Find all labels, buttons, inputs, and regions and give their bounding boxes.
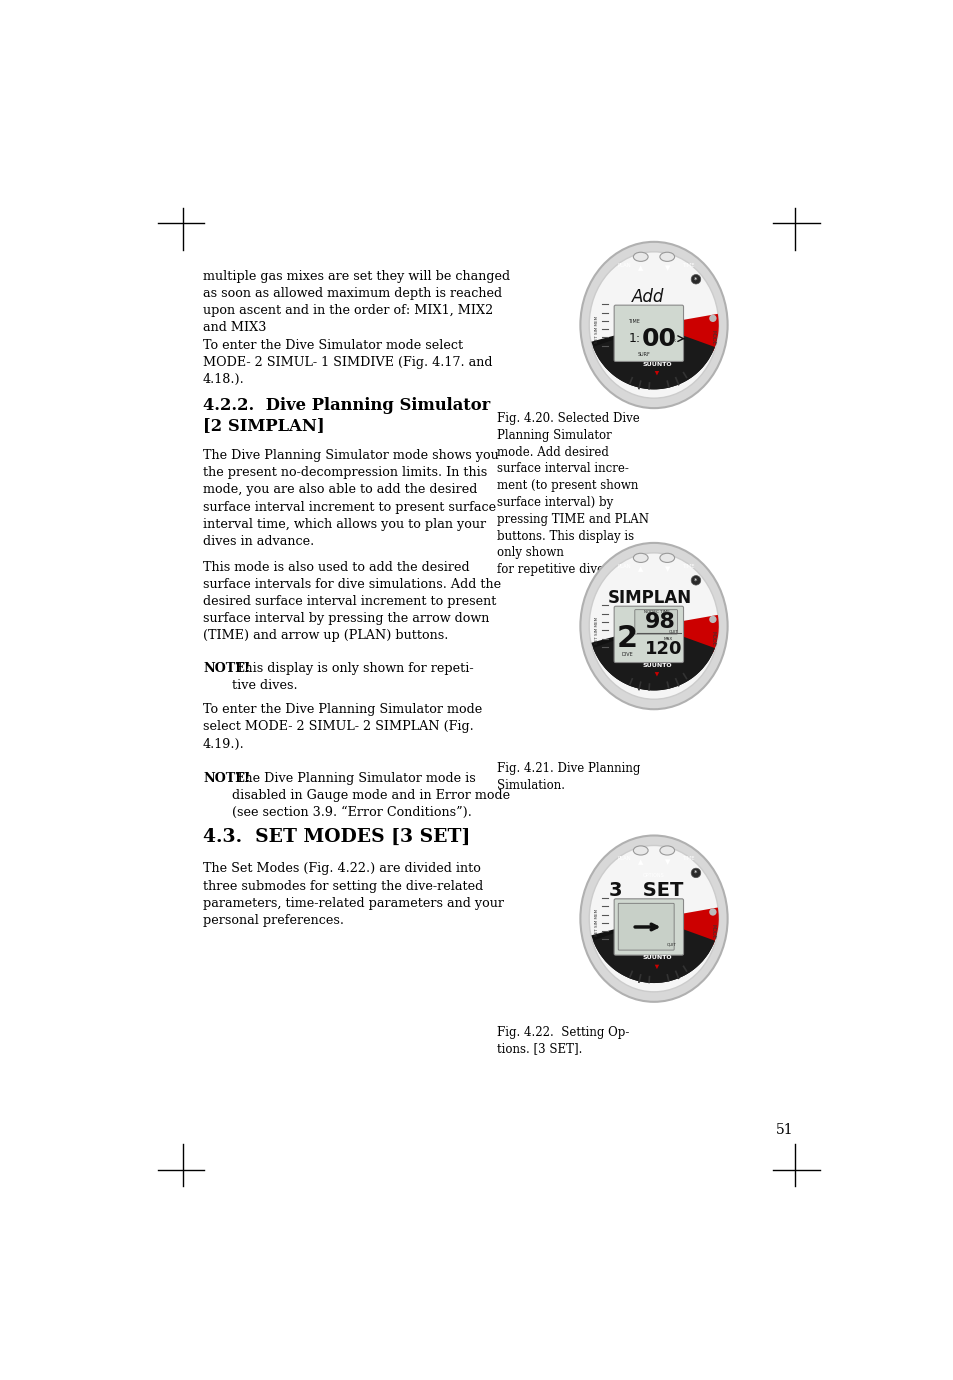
- Ellipse shape: [579, 542, 727, 709]
- Text: *: *: [694, 577, 697, 584]
- Wedge shape: [654, 908, 718, 945]
- Text: 98: 98: [644, 613, 676, 632]
- Ellipse shape: [589, 553, 718, 700]
- FancyBboxPatch shape: [618, 904, 674, 949]
- Text: *: *: [694, 869, 697, 876]
- Text: The Set Modes (Fig. 4.22.) are divided into
three submodes for setting the dive-: The Set Modes (Fig. 4.22.) are divided i…: [203, 862, 503, 927]
- Text: 1:: 1:: [627, 333, 639, 345]
- Text: MODE: MODE: [710, 923, 715, 938]
- Text: TIME: TIME: [628, 319, 639, 324]
- Wedge shape: [593, 324, 714, 389]
- Ellipse shape: [633, 253, 647, 261]
- Ellipse shape: [589, 846, 718, 992]
- Text: ▲: ▲: [638, 567, 642, 573]
- Circle shape: [691, 575, 700, 585]
- Text: *: *: [694, 276, 697, 283]
- Text: ▲: ▲: [638, 265, 642, 272]
- Text: SUUNTO: SUUNTO: [641, 662, 671, 668]
- Text: 2: 2: [617, 624, 638, 653]
- Text: 3   SET: 3 SET: [609, 880, 683, 900]
- Text: QUIT: QUIT: [666, 943, 677, 947]
- Text: This mode is also used to add the desired
surface intervals for dive simulations: This mode is also used to add the desire…: [203, 560, 500, 643]
- Text: The Dive Planning Simulator mode is
disabled in Gauge mode and in Error mode
(se: The Dive Planning Simulator mode is disa…: [232, 771, 509, 818]
- Ellipse shape: [633, 846, 647, 856]
- Ellipse shape: [579, 241, 727, 408]
- Text: 00: 00: [640, 327, 676, 351]
- Text: SET SIM MEM: SET SIM MEM: [594, 617, 598, 644]
- Text: Add: Add: [631, 287, 663, 306]
- Text: OK: OK: [670, 339, 677, 344]
- Polygon shape: [654, 371, 659, 375]
- Text: Fig. 4.20. Selected Dive
Planning Simulator
mode. Add desired
surface interval i: Fig. 4.20. Selected Dive Planning Simula…: [497, 413, 648, 577]
- Circle shape: [708, 908, 716, 916]
- Text: SET SIM MEM: SET SIM MEM: [594, 909, 598, 937]
- Text: SUUNTO: SUUNTO: [641, 955, 671, 960]
- Ellipse shape: [589, 251, 718, 399]
- Text: 51: 51: [775, 1123, 793, 1137]
- Text: OPTIONS: OPTIONS: [642, 874, 664, 878]
- Text: MAX: MAX: [663, 636, 673, 640]
- FancyBboxPatch shape: [614, 305, 682, 362]
- Ellipse shape: [633, 553, 647, 563]
- Text: Fig. 4.22.  Setting Op-
tions. [3 SET].: Fig. 4.22. Setting Op- tions. [3 SET].: [497, 1025, 628, 1056]
- Text: SUUNTO: SUUNTO: [641, 362, 671, 367]
- FancyBboxPatch shape: [614, 606, 682, 662]
- Wedge shape: [591, 627, 716, 690]
- Wedge shape: [593, 627, 714, 690]
- Text: TIME: TIME: [682, 262, 695, 268]
- Text: NOTE!: NOTE!: [203, 662, 251, 675]
- Wedge shape: [591, 324, 716, 389]
- Text: TIME: TIME: [682, 563, 695, 569]
- Wedge shape: [591, 919, 716, 983]
- Text: 4.3.  SET MODES [3 SET]: 4.3. SET MODES [3 SET]: [203, 828, 470, 846]
- Wedge shape: [654, 615, 718, 653]
- Text: MODE: MODE: [710, 631, 715, 646]
- Circle shape: [708, 315, 716, 322]
- Ellipse shape: [659, 553, 674, 563]
- Polygon shape: [654, 965, 659, 969]
- Wedge shape: [593, 919, 714, 983]
- Ellipse shape: [659, 846, 674, 856]
- Text: SIMPLAN: SIMPLAN: [607, 589, 691, 607]
- FancyBboxPatch shape: [614, 898, 682, 955]
- Text: QUIT: QUIT: [668, 629, 679, 633]
- Text: SURF: SURF: [637, 352, 649, 357]
- Text: To enter the Dive Planning Simulator mode
select MODE- 2 SIMUL- 2 SIMPLAN (Fig.
: To enter the Dive Planning Simulator mod…: [203, 702, 481, 751]
- Text: This display is only shown for repeti-
tive dives.: This display is only shown for repeti- t…: [232, 662, 473, 693]
- Ellipse shape: [659, 253, 674, 261]
- Ellipse shape: [579, 835, 727, 1002]
- Polygon shape: [654, 672, 659, 676]
- Wedge shape: [654, 313, 718, 352]
- Text: NODEC TIME: NODEC TIME: [643, 610, 669, 614]
- Text: TIME: TIME: [682, 856, 695, 861]
- Text: PLAN: PLAN: [618, 563, 631, 569]
- Text: DIVE: DIVE: [621, 653, 633, 657]
- Text: PLAN: PLAN: [618, 262, 631, 268]
- Circle shape: [708, 615, 716, 622]
- Text: ▼: ▼: [664, 567, 669, 573]
- Circle shape: [691, 275, 700, 284]
- Text: NOTE!: NOTE!: [203, 771, 251, 785]
- Text: The Dive Planning Simulator mode shows you
the present no-decompression limits. : The Dive Planning Simulator mode shows y…: [203, 448, 498, 548]
- Text: 4.2.2.  Dive Planning Simulator
[2 SIMPLAN]: 4.2.2. Dive Planning Simulator [2 SIMPLA…: [203, 396, 490, 433]
- Text: To enter the Dive Simulator mode select
MODE- 2 SIMUL- 1 SIMDIVE (Fig. 4.17. and: To enter the Dive Simulator mode select …: [203, 339, 492, 386]
- Text: PLAN: PLAN: [618, 856, 631, 861]
- Circle shape: [691, 868, 700, 878]
- FancyBboxPatch shape: [634, 610, 677, 633]
- Text: multiple gas mixes are set they will be changed
as soon as allowed maximum depth: multiple gas mixes are set they will be …: [203, 269, 510, 334]
- Text: 120: 120: [644, 640, 681, 658]
- Text: Fig. 4.21. Dive Planning
Simulation.: Fig. 4.21. Dive Planning Simulation.: [497, 762, 639, 792]
- Text: ▼: ▼: [664, 265, 669, 272]
- Text: MODE: MODE: [710, 330, 715, 345]
- Text: ▼: ▼: [664, 860, 669, 865]
- Text: SET SIM MEM: SET SIM MEM: [594, 316, 598, 342]
- Text: ▲: ▲: [638, 860, 642, 865]
